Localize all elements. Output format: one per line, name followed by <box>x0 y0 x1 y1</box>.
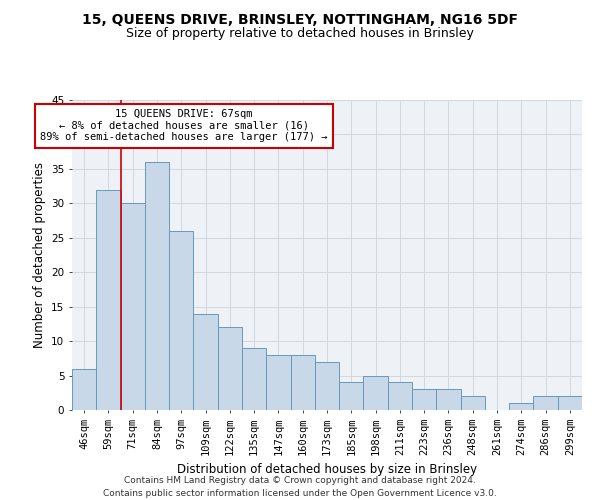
Bar <box>290 355 315 410</box>
Bar <box>218 328 242 410</box>
Bar <box>169 231 193 410</box>
Bar <box>509 403 533 410</box>
Bar <box>339 382 364 410</box>
Bar <box>121 204 145 410</box>
Bar <box>533 396 558 410</box>
Bar <box>96 190 121 410</box>
Text: Contains HM Land Registry data © Crown copyright and database right 2024.
Contai: Contains HM Land Registry data © Crown c… <box>103 476 497 498</box>
Bar <box>364 376 388 410</box>
Bar <box>193 314 218 410</box>
Bar <box>266 355 290 410</box>
Bar <box>242 348 266 410</box>
Bar <box>412 390 436 410</box>
Bar <box>388 382 412 410</box>
X-axis label: Distribution of detached houses by size in Brinsley: Distribution of detached houses by size … <box>177 464 477 476</box>
Bar <box>145 162 169 410</box>
Bar <box>558 396 582 410</box>
Bar <box>315 362 339 410</box>
Bar <box>436 390 461 410</box>
Text: 15 QUEENS DRIVE: 67sqm
← 8% of detached houses are smaller (16)
89% of semi-deta: 15 QUEENS DRIVE: 67sqm ← 8% of detached … <box>40 110 328 142</box>
Bar <box>72 368 96 410</box>
Bar <box>461 396 485 410</box>
Y-axis label: Number of detached properties: Number of detached properties <box>32 162 46 348</box>
Text: 15, QUEENS DRIVE, BRINSLEY, NOTTINGHAM, NG16 5DF: 15, QUEENS DRIVE, BRINSLEY, NOTTINGHAM, … <box>82 12 518 26</box>
Text: Size of property relative to detached houses in Brinsley: Size of property relative to detached ho… <box>126 28 474 40</box>
